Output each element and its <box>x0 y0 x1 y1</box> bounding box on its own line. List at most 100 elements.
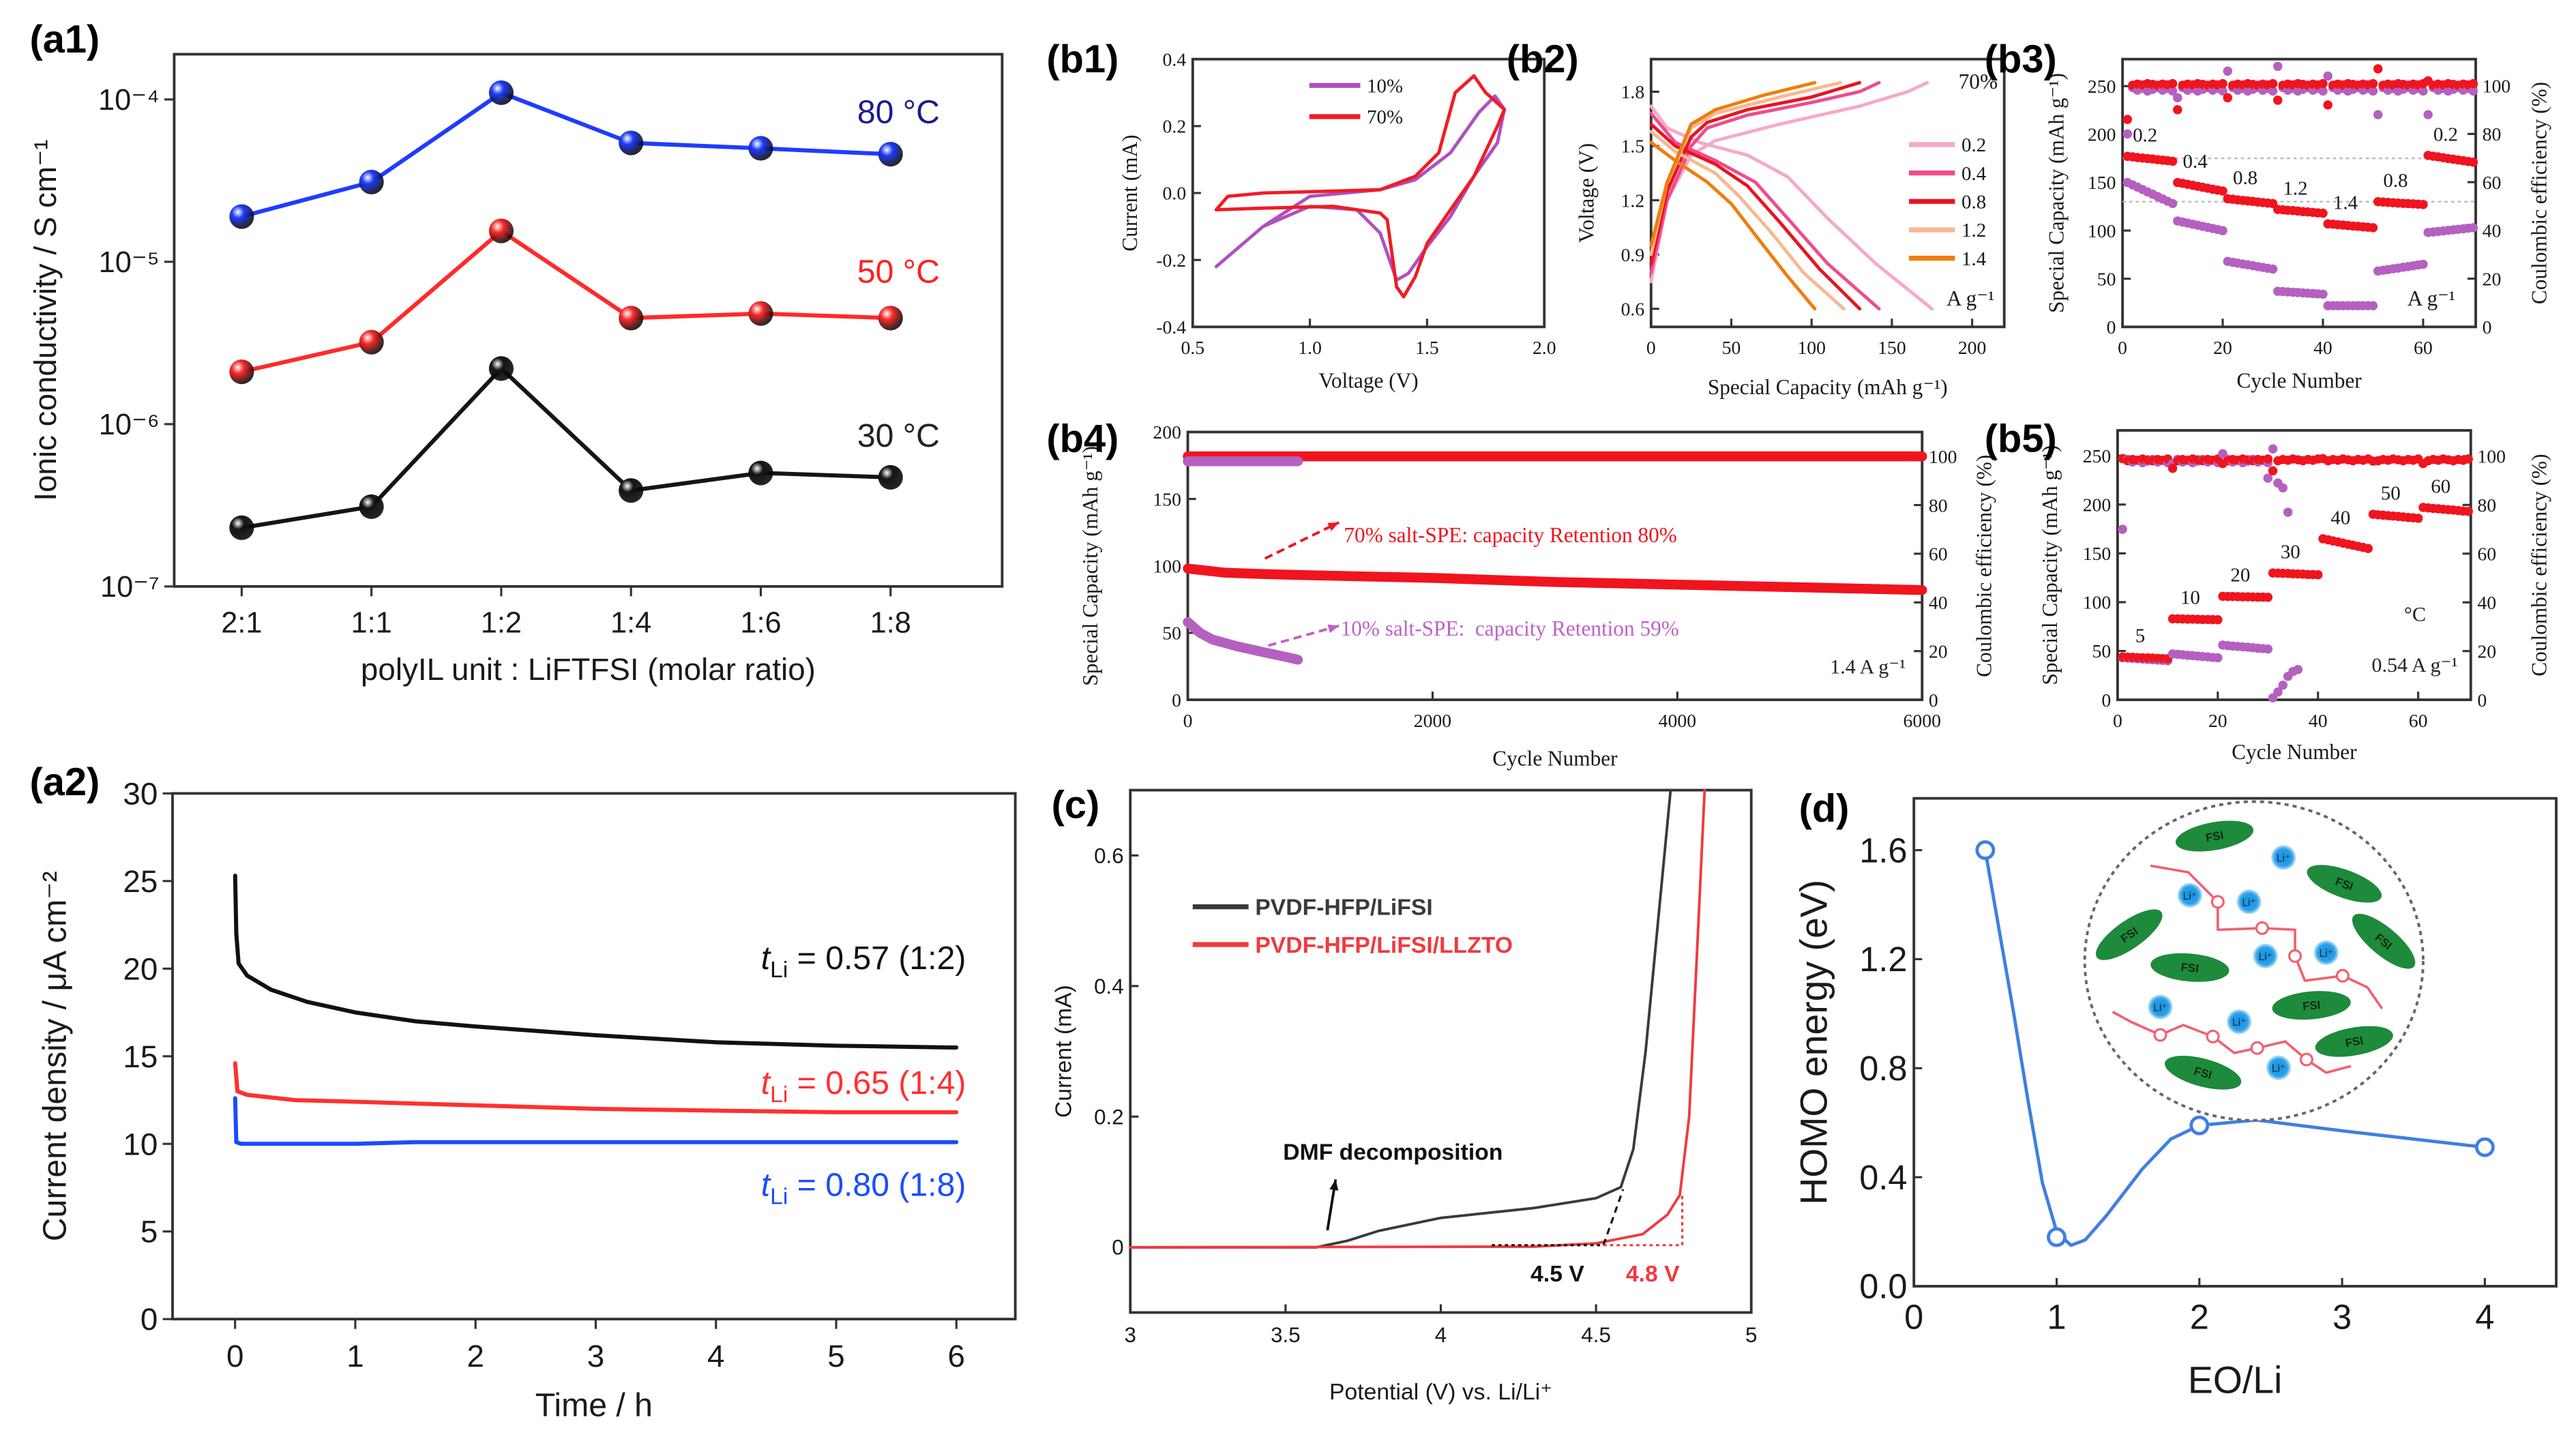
y-tick-label: 0 <box>2107 316 2116 338</box>
ce-point-70 <box>2323 100 2333 110</box>
series-0 <box>233 874 959 1050</box>
x-tick-label: 2:1 <box>221 606 262 639</box>
series-capacity-70 <box>1183 563 1927 595</box>
series-line <box>1649 80 1862 266</box>
li-cation: Li⁺ <box>2313 940 2339 966</box>
legend-unit: A g⁻¹ <box>1946 286 1994 310</box>
y2-tick-label: 20 <box>1929 640 1948 662</box>
capacity-point-10 <box>2418 259 2428 269</box>
capacity-point-70 <box>2313 570 2323 580</box>
x-tick-label: 1.5 <box>1415 337 1439 358</box>
ce-point-10 <box>2268 86 2278 96</box>
annotation-text: DMF decomposition <box>1283 1140 1502 1166</box>
polymer-chain <box>2112 1011 2352 1074</box>
plot-frame <box>1649 57 2006 329</box>
plot-frame <box>1912 797 2558 1288</box>
x-tick-label: 3 <box>587 1339 604 1374</box>
y2-tick-label: 60 <box>1929 544 1948 565</box>
data-point <box>2278 483 2288 493</box>
x-tick-label: 1 <box>346 1339 364 1374</box>
panel-b3: 0 20 40 60 0 50 100 150 200 250 0 20 40 60 80 100 Cycle … <box>1985 38 2551 392</box>
x-tick-label: 2 <box>467 1339 484 1374</box>
x-tick-label: 1:4 <box>610 606 651 639</box>
y2-tick-label: 0 <box>1929 689 1938 711</box>
data-point <box>878 464 903 490</box>
capacity-point-10 <box>2368 301 2378 310</box>
annotation-text: 4.8 V <box>1626 1261 1680 1287</box>
series-1-4 <box>1649 80 1817 311</box>
legend-item: 1.2 <box>1908 220 1986 241</box>
y2-tick-label: 60 <box>2483 172 2502 193</box>
series-capacity-10 <box>1183 617 1303 665</box>
x-axis-label: Voltage (V) <box>1318 368 1418 392</box>
li-label: Li⁺ <box>2183 891 2197 902</box>
y-tick-label: 150 <box>1153 488 1181 509</box>
annotation-text: °C <box>2404 602 2426 625</box>
data-point <box>359 169 384 194</box>
data-point <box>2268 444 2278 454</box>
ce-point-10 <box>2318 86 2328 96</box>
series-label: 80 °C <box>857 94 940 131</box>
fsi-anion: FSI <box>2272 991 2351 1020</box>
ce-point-70 <box>2218 78 2227 89</box>
capacity-point-70 <box>2318 208 2328 218</box>
annotation-text: 10% salt-SPE: capacity Retention 59% <box>1341 617 1679 640</box>
y2-tick-label: 100 <box>2483 75 2511 96</box>
panel-a1: 2:1 1:1 1:2 1:4 1:6 1:8 10⁻⁷ 10⁻⁶ 10⁻⁵ 10⁻⁴ polyIL… <box>28 18 1004 687</box>
y2-tick-label: 40 <box>2483 220 2502 241</box>
step-label: 60 <box>2431 475 2451 497</box>
legend-label: 0.8 <box>1961 191 1986 213</box>
x-axis-label: Cycle Number <box>2236 368 2362 392</box>
legend-label: PVDF-HFP/LiFSI/LLZTO <box>1255 932 1513 958</box>
y2-tick-label: 0 <box>2477 689 2487 711</box>
y-tick-label: 1.5 <box>1621 136 1645 157</box>
li-label: Li⁺ <box>2277 852 2290 864</box>
ce-point-70 <box>2272 95 2283 105</box>
x-tick-label: 40 <box>2309 710 2328 731</box>
y-tick-label: 30 <box>123 776 158 811</box>
annotation-arrow <box>1326 1179 1339 1231</box>
step-label: 1.2 <box>2283 177 2307 199</box>
y2-tick-label: 80 <box>2483 123 2502 145</box>
annotation-text: 70% salt-SPE: capacity Retention 80% <box>1344 523 1676 547</box>
x-tick-label: 0 <box>1904 1298 1923 1337</box>
annotation-text: 4.5 V <box>1530 1261 1584 1287</box>
x-tick-label: 2000 <box>1414 710 1451 731</box>
annotation-arrow <box>1268 624 1339 647</box>
legend-item: PVDF-HFP/LiFSI/LLZTO <box>1192 932 1513 958</box>
x-axis-label: EO/Li <box>2188 1359 2283 1401</box>
legend-item: PVDF-HFP/LiFSI <box>1192 894 1433 920</box>
series-line <box>1649 80 1817 248</box>
capacity-point-70 <box>2418 200 2428 209</box>
ce-point-10 <box>2118 524 2127 534</box>
x-tick-label: 50 <box>1722 337 1741 358</box>
y-tick-label: 0 <box>1112 1236 1123 1260</box>
label-value: = 0.80 (1:8) <box>788 1167 966 1204</box>
ce-point-10 <box>2373 110 2383 119</box>
ce-point-70 <box>2318 78 2328 89</box>
y-axis-label: Current density / μA cm⁻² <box>36 871 73 1241</box>
x-tick-label: 6000 <box>1904 710 1941 731</box>
data-point <box>488 80 514 106</box>
y-tick-label: 100 <box>2083 592 2112 613</box>
x-tick-label: 0.5 <box>1181 337 1204 358</box>
panel-b5: 0 20 40 60 0 50 100 150 200 250 0 20 40 60 80 100 Cycle … <box>1985 417 2551 763</box>
li-cation: Li⁺ <box>2236 889 2262 915</box>
y-tick-label: 0.4 <box>1859 1158 1907 1197</box>
step-label: 0.4 <box>2183 151 2208 173</box>
panel-label: (d) <box>1799 786 1850 830</box>
x-tick-label: 3 <box>1125 1323 1136 1347</box>
series-30-c <box>229 356 903 540</box>
y2-tick-label: 0 <box>2483 316 2492 338</box>
capacity-point-70 <box>2363 544 2373 554</box>
y2-tick-label: 80 <box>2477 494 2496 516</box>
legend-label: 10% <box>1367 75 1403 97</box>
ether-oxygen <box>2153 1028 2167 1042</box>
x-tick-label: 60 <box>2414 337 2433 358</box>
fsi-label: FSI <box>2180 961 2200 975</box>
x-tick-label: 1:1 <box>351 606 392 639</box>
cycling-scatter <box>2122 61 2478 310</box>
capacity-point-10 <box>2218 226 2227 235</box>
y-tick-label: 0.6 <box>1094 844 1124 867</box>
